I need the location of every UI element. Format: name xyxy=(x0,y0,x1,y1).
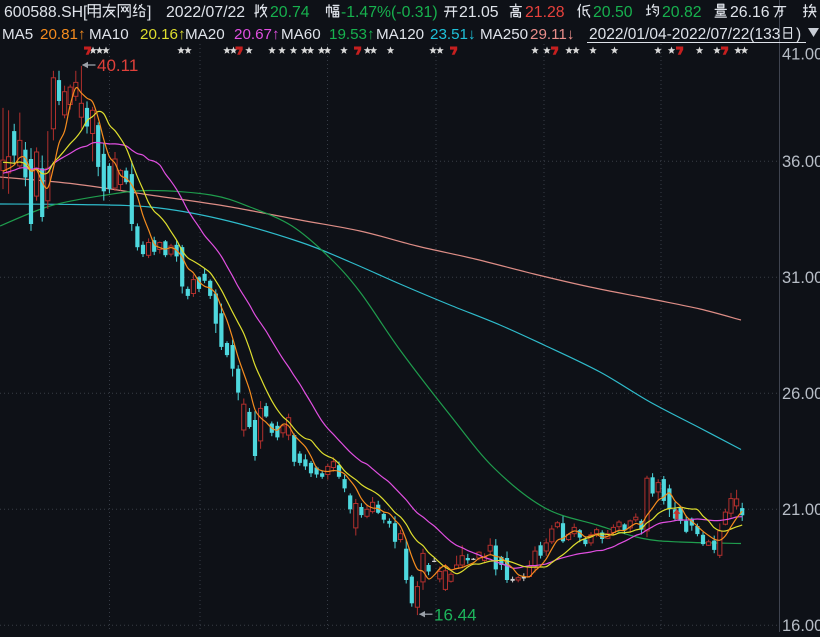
svg-text:21.00: 21.00 xyxy=(782,501,820,519)
svg-text:20.16↑: 20.16↑ xyxy=(140,26,186,43)
svg-text:MA120: MA120 xyxy=(376,26,424,43)
svg-text:26.16: 26.16 xyxy=(730,4,770,21)
svg-text:MA20: MA20 xyxy=(185,26,225,43)
svg-text:600588.SH[: 600588.SH[ xyxy=(4,4,88,21)
svg-text:19.53↑: 19.53↑ xyxy=(329,26,375,43)
svg-text:20.67↑: 20.67↑ xyxy=(234,26,280,43)
svg-text:20.50: 20.50 xyxy=(593,4,633,21)
svg-text:16.00: 16.00 xyxy=(782,617,820,632)
svg-text:21.05: 21.05 xyxy=(459,4,499,21)
svg-text:MA5: MA5 xyxy=(2,26,33,43)
svg-text:23.51↓: 23.51↓ xyxy=(430,26,476,43)
svg-text:41.00: 41.00 xyxy=(782,46,820,64)
svg-text:20.74: 20.74 xyxy=(270,4,310,21)
svg-text:2022/07/22: 2022/07/22 xyxy=(166,4,245,21)
svg-text:): ) xyxy=(796,26,801,43)
svg-text:]: ] xyxy=(147,4,151,21)
svg-text:16.44: 16.44 xyxy=(434,606,477,625)
svg-text:MA250: MA250 xyxy=(480,26,528,43)
svg-text:MA10: MA10 xyxy=(89,26,129,43)
svg-text:21.28: 21.28 xyxy=(525,4,565,21)
svg-text:29.11↓: 29.11↓ xyxy=(530,26,574,43)
svg-text:36.00: 36.00 xyxy=(782,153,820,171)
svg-text:-1.47%(-0.31): -1.47%(-0.31) xyxy=(341,4,438,21)
svg-text:40.11: 40.11 xyxy=(97,56,138,75)
svg-text:20.82: 20.82 xyxy=(662,4,702,21)
svg-text:31.00: 31.00 xyxy=(782,269,820,287)
svg-text:20.81↑: 20.81↑ xyxy=(40,26,86,43)
svg-text:MA60: MA60 xyxy=(281,26,321,43)
svg-text:26.00: 26.00 xyxy=(782,385,820,403)
svg-text:2022/01/04-2022/07/22(133: 2022/01/04-2022/07/22(133 xyxy=(589,26,780,43)
